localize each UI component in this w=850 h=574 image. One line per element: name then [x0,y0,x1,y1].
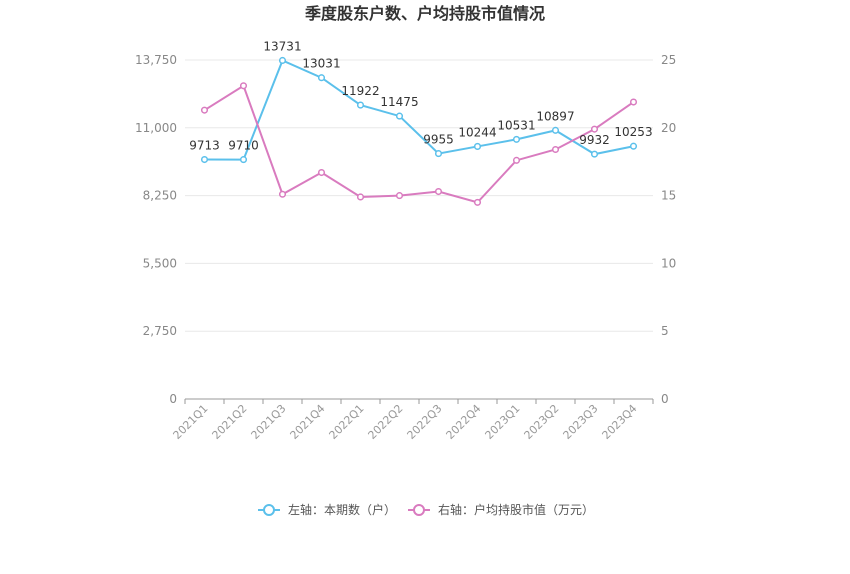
chart-title: 季度股东户数、户均持股市值情况 [304,4,545,23]
legend-label: 右轴：户均持股市值（万元） [438,502,594,517]
x-tick-label: 2023Q2 [522,402,562,442]
series-1-point [551,126,560,134]
y-left-tick-label: 13,750 [135,53,177,67]
data-label: 13731 [263,39,301,53]
y-left-tick-label: 5,500 [143,256,177,270]
y-left-tick-label: 2,750 [143,324,177,338]
series-1-point [434,150,443,158]
series-2-point [551,145,560,154]
legend-item-2[interactable]: 右轴：户均持股市值（万元） [408,502,594,517]
legend[interactable]: 左轴：本期数（户） 右轴：户均持股市值（万元） [258,502,594,517]
series-1-point [278,56,287,65]
y-right-tick-label: 5 [661,324,669,338]
x-tick-label: 2023Q1 [483,402,523,442]
series-2-point [629,98,638,106]
data-label: 10531 [497,118,535,132]
series-1-point [512,135,521,143]
x-tick-label: 2022Q1 [327,402,367,442]
grid [185,59,653,332]
series-1-point [590,150,599,158]
series-2-point [278,190,287,198]
series-2-point [200,106,209,114]
data-label: 11922 [341,84,379,98]
series-2-point [590,125,599,133]
series-2-point [512,156,521,164]
data-label: 10897 [536,109,574,123]
x-tick-label: 2021Q3 [249,402,289,442]
series-line-2 [203,84,635,204]
data-label: 9710 [228,139,259,153]
axes: 0 2,750 5,500 8,250 11,000 13,750 0 5 10 15 20 25 20… [135,53,676,442]
x-tick-label: 2021Q1 [171,402,211,442]
series-1-point [200,155,209,164]
series-1-point [239,156,248,164]
series-2-point [395,192,404,200]
series-2-point [473,198,482,206]
y-right-tick-label: 15 [661,189,676,203]
series-1-point [317,74,326,82]
series-2-point [434,187,443,196]
y-right-tick-label: 0 [661,392,669,406]
series-2-point [239,82,248,90]
x-tick-label: 2023Q4 [600,402,640,442]
x-tick-label: 2022Q3 [405,402,445,442]
x-tick-label: 2023Q3 [561,402,601,442]
legend-swatch-marker [413,504,425,516]
legend-swatch-marker [263,504,275,516]
y-right-tick-label: 25 [661,53,676,67]
data-label: 9955 [423,133,454,147]
legend-label: 左轴：本期数（户） [288,502,396,517]
series-line-1 [204,59,634,161]
x-tick-label: 2021Q4 [288,402,328,442]
series-2-point [317,168,326,177]
data-label: 13031 [302,57,340,71]
data-label: 10244 [458,125,496,139]
y-right-tick-label: 10 [661,256,676,270]
x-tick-label: 2021Q2 [210,402,250,442]
y-left-tick-label: 11,000 [135,121,177,135]
y-left-tick-label: 8,250 [143,189,177,203]
data-label: 11475 [380,95,418,109]
series-1-point [395,112,404,120]
series-1-point [473,142,482,150]
x-tick-label: 2022Q4 [444,402,484,442]
data-label: 10253 [614,125,652,139]
y-right-tick-label: 20 [661,121,676,135]
series-1-point [629,142,638,150]
series-1-point [356,101,365,109]
y-left-tick-label: 0 [169,392,177,406]
x-tick-label: 2022Q2 [366,402,406,442]
data-label: 9713 [189,139,220,153]
series-layer [200,56,638,206]
data-label: 9932 [579,133,610,147]
series-2-point [356,193,365,201]
legend-item-1[interactable]: 左轴：本期数（户） [258,502,396,517]
